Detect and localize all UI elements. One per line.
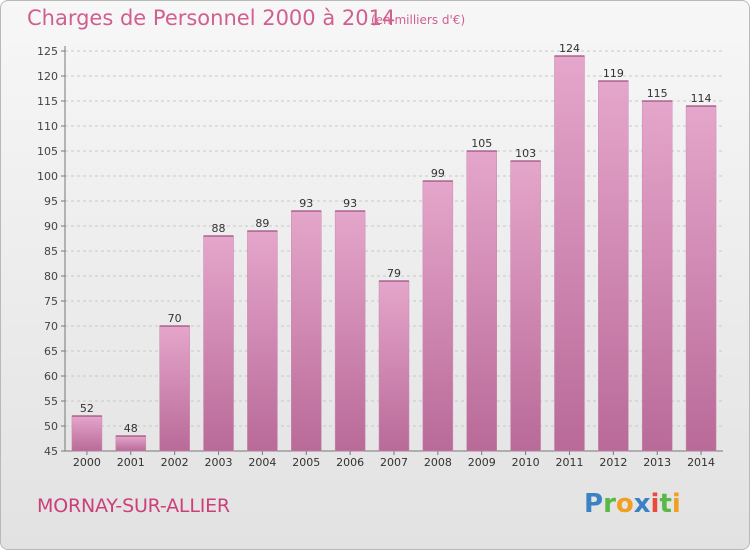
x-tick-label: 2003	[205, 456, 233, 469]
data-label: 48	[124, 422, 138, 435]
bar	[422, 180, 454, 452]
bar	[115, 435, 147, 452]
proxiti-logo: Proxiti	[584, 489, 681, 519]
data-label: 114	[691, 92, 712, 105]
logo-letter: o	[615, 489, 634, 519]
y-tick-label: 55	[44, 395, 58, 408]
data-label: 103	[515, 147, 536, 160]
data-label: 70	[168, 312, 182, 325]
x-tick-label: 2002	[161, 456, 189, 469]
chart-subtitle: (en milliers d'€)	[371, 13, 466, 27]
bar	[71, 415, 103, 452]
bar	[291, 210, 322, 452]
data-label: 115	[647, 87, 668, 100]
x-tick-label: 2012	[599, 456, 627, 469]
logo-letter: P	[584, 489, 604, 519]
bar	[203, 235, 234, 452]
data-label: 93	[299, 197, 313, 210]
logo-letter: t	[659, 489, 672, 519]
bar	[685, 105, 717, 452]
x-tick-label: 2014	[687, 456, 715, 469]
bar	[334, 210, 366, 452]
logo-letter: x	[633, 489, 651, 519]
y-tick-label: 45	[44, 445, 58, 458]
data-label: 119	[603, 67, 624, 80]
logo-letter: i	[671, 489, 681, 519]
x-tick-label: 2013	[643, 456, 671, 469]
data-label: 93	[343, 197, 357, 210]
y-tick-label: 110	[37, 120, 58, 133]
x-tick-label: 2005	[292, 456, 320, 469]
y-tick-label: 90	[44, 220, 58, 233]
y-tick-label: 120	[37, 70, 58, 83]
bar	[378, 280, 410, 452]
data-label: 105	[471, 137, 492, 150]
data-label: 124	[559, 42, 580, 55]
data-label: 99	[431, 167, 445, 180]
x-tick-label: 2007	[380, 456, 408, 469]
x-tick-label: 2008	[424, 456, 452, 469]
bar	[598, 80, 629, 452]
x-tick-label: 2001	[117, 456, 145, 469]
y-tick-label: 75	[44, 295, 58, 308]
logo-letter: r	[603, 489, 616, 519]
bar	[510, 160, 541, 452]
x-tick-label: 2006	[336, 456, 364, 469]
y-tick-label: 100	[37, 170, 58, 183]
bar	[641, 100, 673, 452]
y-tick-label: 65	[44, 345, 58, 358]
y-tick-label: 70	[44, 320, 58, 333]
y-tick-label: 50	[44, 420, 58, 433]
y-tick-label: 80	[44, 270, 58, 283]
chart-title: Charges de Personnel 2000 à 2014	[27, 6, 396, 30]
data-label: 89	[255, 217, 269, 230]
y-tick-label: 95	[44, 195, 58, 208]
y-tick-label: 105	[37, 145, 58, 158]
data-label: 88	[212, 222, 226, 235]
x-tick-label: 2000	[73, 456, 101, 469]
x-tick-label: 2009	[468, 456, 496, 469]
y-tick-label: 85	[44, 245, 58, 258]
x-tick-label: 2004	[248, 456, 276, 469]
y-tick-label: 125	[37, 45, 58, 58]
bar	[554, 55, 585, 452]
bar	[159, 325, 190, 452]
data-label: 79	[387, 267, 401, 280]
location-name: MORNAY-SUR-ALLIER	[37, 495, 230, 517]
logo-letter: i	[650, 489, 660, 519]
x-tick-label: 2011	[555, 456, 583, 469]
data-label: 52	[80, 402, 94, 415]
x-tick-label: 2010	[512, 456, 540, 469]
bar	[466, 150, 497, 452]
y-tick-label: 60	[44, 370, 58, 383]
y-tick-label: 115	[37, 95, 58, 108]
bar	[247, 230, 278, 452]
